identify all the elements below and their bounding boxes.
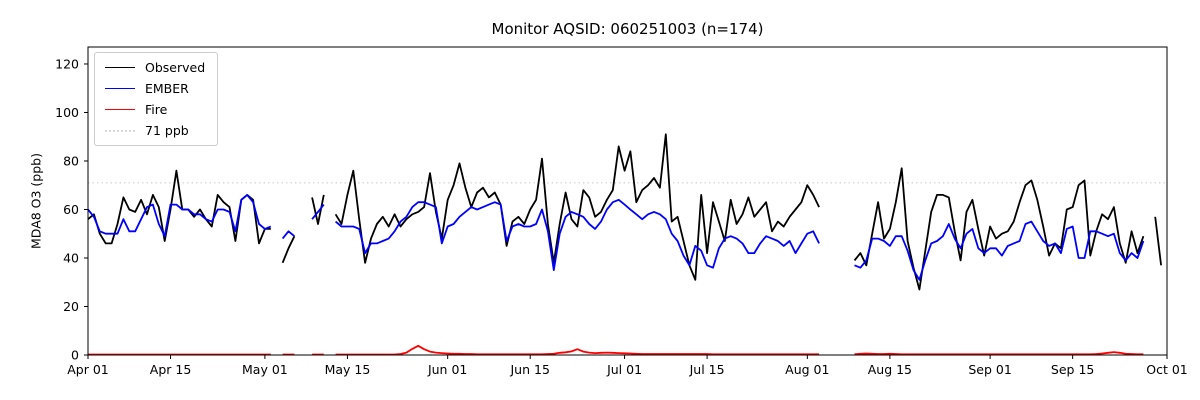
x-tick-label: May 01 — [242, 362, 288, 377]
x-tick-label: Sep 01 — [968, 362, 1011, 377]
legend-item-fire: Fire — [105, 102, 205, 117]
ember-line-sample-icon — [105, 88, 135, 89]
x-tick-label: Aug 01 — [785, 362, 829, 377]
y-tick-label: 40 — [63, 250, 79, 265]
legend: Observed EMBER Fire 71 ppb — [94, 52, 219, 146]
y-tick-label: 0 — [71, 348, 79, 363]
legend-label-fire: Fire — [145, 102, 168, 117]
x-tick-label: May 15 — [325, 362, 371, 377]
legend-item-threshold: 71 ppb — [105, 123, 205, 138]
x-tick-label: Apr 01 — [67, 362, 109, 377]
threshold-line-sample-icon — [105, 129, 135, 132]
x-tick-label: Aug 15 — [868, 362, 912, 377]
plot-border — [87, 46, 1168, 356]
x-tick-label: Jul 15 — [689, 362, 725, 377]
x-tick-label: Apr 15 — [150, 362, 192, 377]
legend-item-ember: EMBER — [105, 81, 205, 96]
observed-line — [87, 133, 1162, 291]
y-tick-label: 100 — [55, 105, 79, 120]
chart-title: Monitor AQSID: 060251003 (n=174) — [491, 20, 764, 38]
legend-label-threshold: 71 ppb — [145, 123, 189, 138]
x-tick-label: Sep 15 — [1051, 362, 1094, 377]
legend-label-ember: EMBER — [145, 81, 189, 96]
legend-label-observed: Observed — [145, 60, 206, 75]
legend-item-observed: Observed — [105, 60, 205, 75]
y-tick-label: 120 — [55, 56, 79, 71]
observed-line-sample-icon — [105, 67, 135, 68]
x-tick-label: Oct 01 — [1146, 362, 1188, 377]
y-tick-label: 60 — [63, 202, 79, 217]
x-tick-label: Jun 15 — [510, 362, 550, 377]
ember-line — [87, 194, 1145, 281]
fire-line-sample-icon — [105, 109, 135, 110]
fire-line — [88, 344, 1144, 356]
x-tick-label: Jul 01 — [606, 362, 642, 377]
y-axis-label: MDA8 O3 (ppb) — [28, 153, 44, 249]
y-tick-label: 20 — [63, 299, 79, 314]
y-tick-label: 80 — [63, 153, 79, 168]
x-tick-label: Jun 01 — [427, 362, 467, 377]
